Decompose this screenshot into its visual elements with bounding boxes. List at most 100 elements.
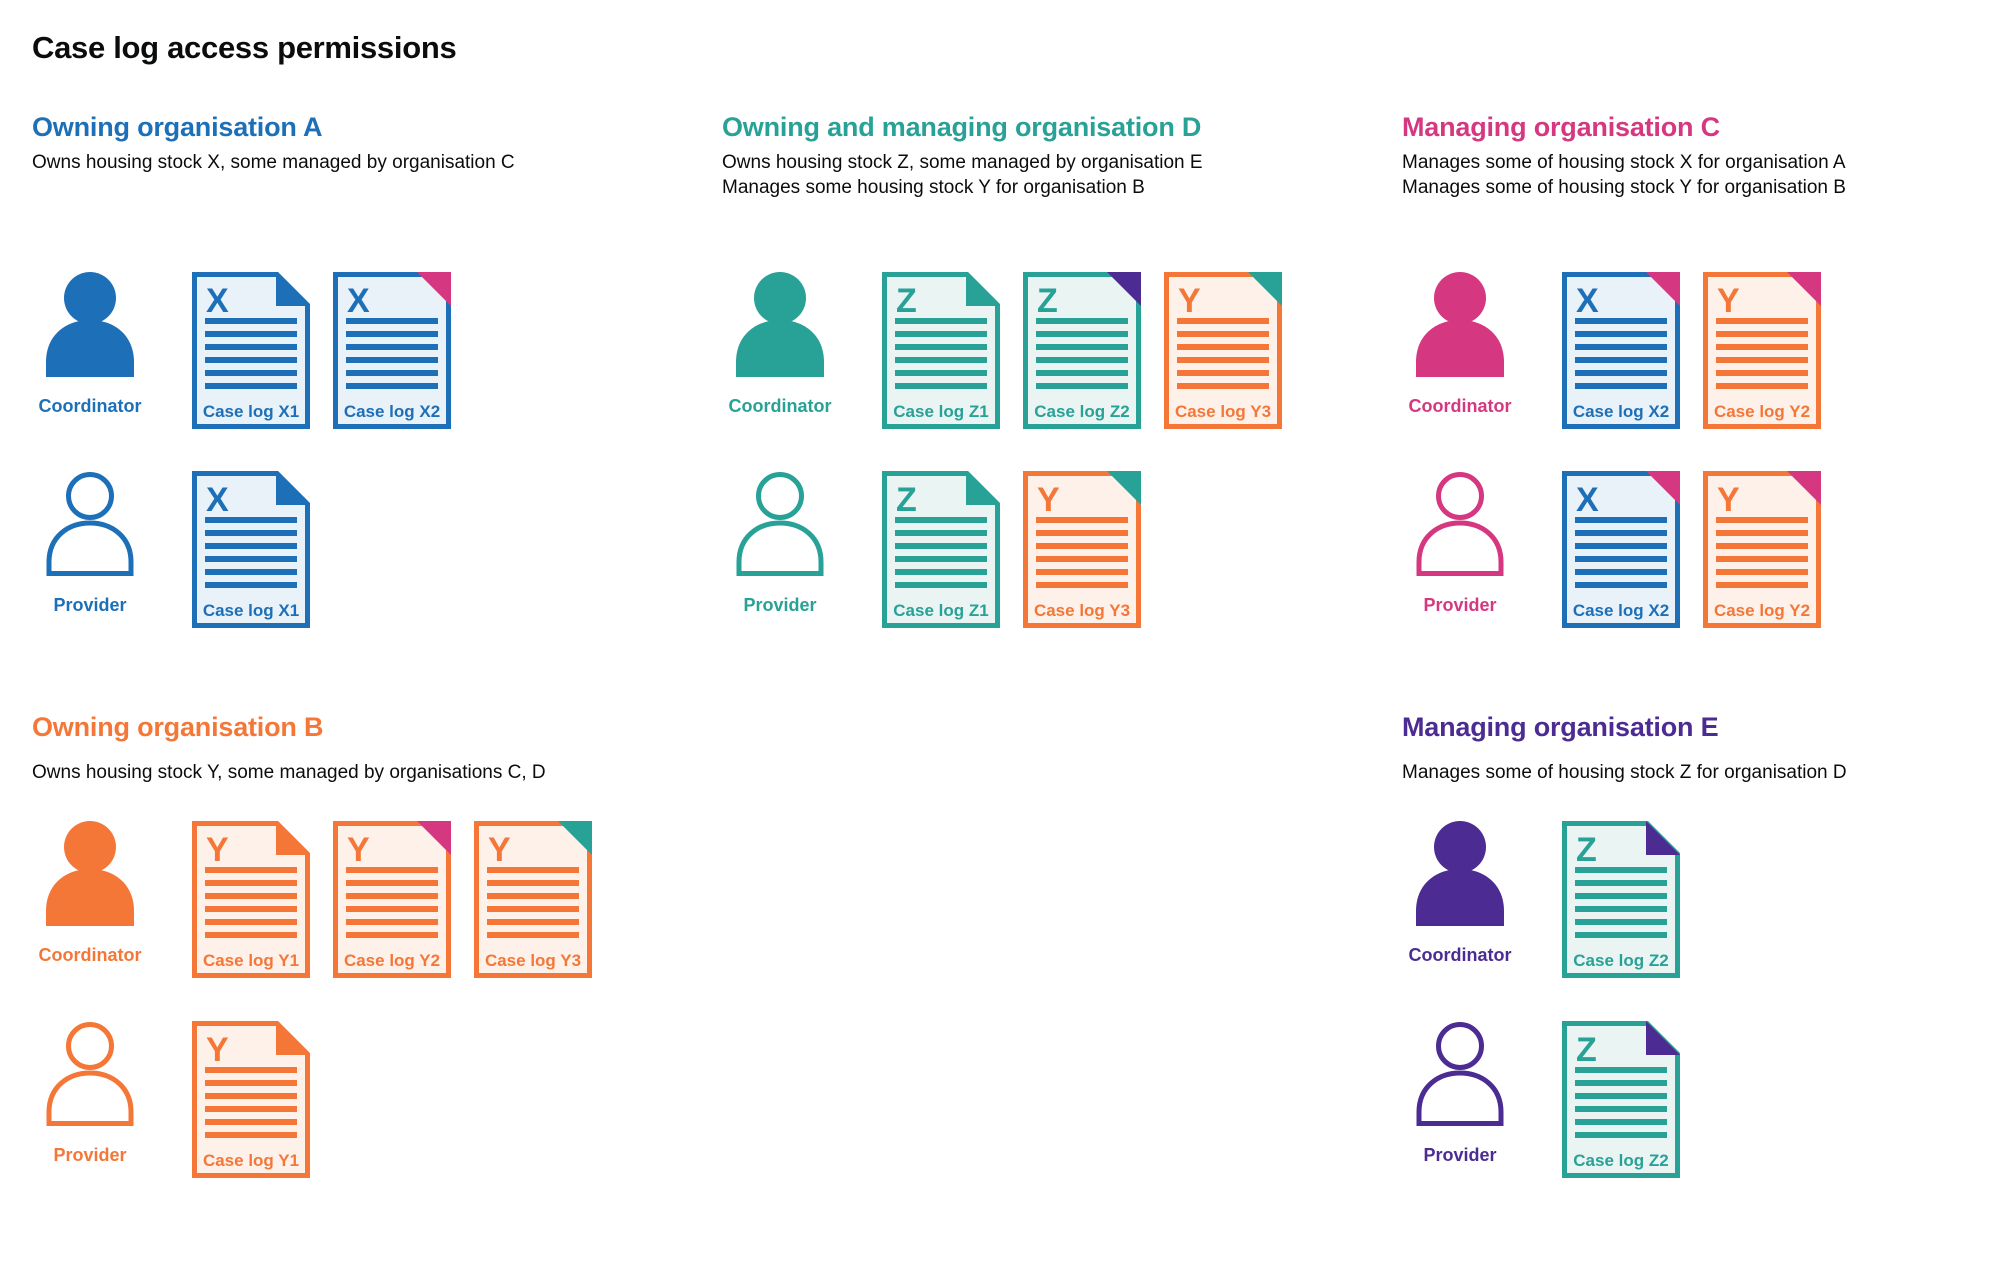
coordinator-row: Coordinator X Case log X2 Y Case log Y2 — [1402, 272, 2000, 432]
document-text-lines — [205, 867, 297, 938]
document-label: Case log Y3 — [1175, 402, 1271, 421]
coordinator-person-icon — [1416, 821, 1504, 926]
section-title: Owning organisation A — [32, 112, 323, 142]
provider-row: Provider Z Case log Z1 Y Case log Y3 — [722, 471, 1322, 631]
provider-row: Provider Y Case log Y1 — [32, 1021, 632, 1181]
case-log-document-icon: Z Case log Z2 — [1562, 821, 1680, 978]
provider-person-icon — [46, 472, 134, 576]
document-text-lines — [1036, 517, 1128, 588]
document-label: Case log Y1 — [203, 1151, 299, 1170]
coordinator-block: Coordinator — [729, 272, 832, 416]
case-log-document-icon: Y Case log Y1 — [192, 821, 310, 978]
section-description: Owns housing stock Y, some managed by or… — [32, 760, 546, 785]
case-log-document-icon: Y Case log Y2 — [333, 821, 451, 978]
coordinator-person-icon — [1416, 272, 1504, 377]
document-label: Case log Y2 — [344, 951, 440, 970]
case-log-document-icon: Y Case log Y2 — [1703, 272, 1821, 429]
document-fold-icon — [276, 1021, 310, 1055]
document-text-lines — [205, 517, 297, 588]
document-letter: Y — [1037, 481, 1060, 519]
case-log-document-icon: Z Case log Z1 — [882, 471, 1000, 628]
document-text-lines — [1177, 318, 1269, 389]
document-label: Case log Z1 — [893, 601, 988, 620]
case-log-document-icon: X Case log X1 — [192, 272, 310, 429]
provider-row: Provider Z Case log Z2 — [1402, 1021, 2000, 1181]
provider-label: Provider — [1423, 1145, 1497, 1165]
coordinator-block: Coordinator — [39, 821, 142, 965]
section-description: Manages some of housing stock Z for orga… — [1402, 760, 1847, 785]
document-label: Case log X2 — [1573, 402, 1669, 421]
document-letter: Y — [488, 831, 511, 869]
coordinator-label: Coordinator — [1408, 945, 1512, 965]
document-label: Case log X2 — [344, 402, 440, 421]
document-label: Case log Y2 — [1714, 402, 1810, 421]
document-label: Case log Y1 — [203, 951, 299, 970]
coordinator-row: Coordinator Z Case log Z1 Z Case log Z2 Y Case… — [722, 272, 1322, 432]
document-fold-icon — [417, 821, 451, 855]
document-text-lines — [346, 318, 438, 389]
document-text-lines — [487, 867, 579, 938]
coordinator-person-icon — [46, 821, 134, 926]
document-letter: Z — [896, 282, 917, 320]
document-letter: Z — [1037, 282, 1058, 320]
document-text-lines — [1036, 318, 1128, 389]
case-log-document: Y Case log Y3 — [1164, 272, 1282, 429]
case-log-document: Y Case log Y1 — [192, 1021, 310, 1178]
document-fold-icon — [1646, 272, 1680, 306]
provider-block: Provider — [40, 1021, 140, 1165]
document-fold-icon — [1248, 272, 1282, 306]
case-log-document: Z Case log Z2 — [1023, 272, 1141, 429]
case-log-document: Z Case log Z1 — [882, 471, 1000, 628]
document-fold-icon — [1646, 821, 1680, 855]
document-fold-icon — [276, 272, 310, 306]
document-letter: X — [206, 282, 229, 320]
document-fold-icon — [558, 821, 592, 855]
section-description-line: Manages some of housing stock Z for orga… — [1402, 762, 1847, 783]
document-fold-icon — [417, 272, 451, 306]
section-description-line: Owns housing stock X, some managed by or… — [32, 152, 515, 173]
document-letter: X — [347, 282, 370, 320]
case-log-document-icon: X Case log X2 — [333, 272, 451, 429]
document-label: Case log Z1 — [893, 402, 988, 421]
case-log-document-icon: Y Case log Y1 — [192, 1021, 310, 1178]
case-log-document-icon: Y Case log Y3 — [1164, 272, 1282, 429]
provider-person-icon — [736, 472, 824, 576]
document-fold-icon — [276, 471, 310, 505]
document-fold-icon — [1646, 1021, 1680, 1055]
document-fold-icon — [1646, 471, 1680, 505]
document-label: Case log X2 — [1573, 601, 1669, 620]
coordinator-block: Coordinator — [1409, 272, 1512, 416]
document-letter: Y — [206, 1031, 229, 1069]
document-text-lines — [895, 517, 987, 588]
document-letter: Y — [206, 831, 229, 869]
section-description: Manages some of housing stock X for orga… — [1402, 150, 1846, 200]
document-text-lines — [1716, 318, 1808, 389]
case-log-document: Y Case log Y3 — [474, 821, 592, 978]
document-text-lines — [205, 318, 297, 389]
case-log-document: X Case log X2 — [1562, 471, 1680, 628]
section-description-line: Manages some of housing stock Y for orga… — [1402, 177, 1846, 198]
document-letter: X — [206, 481, 229, 519]
document-label: Case log Z2 — [1573, 1151, 1668, 1170]
coordinator-label: Coordinator — [728, 396, 832, 416]
case-log-document: X Case log X1 — [192, 471, 310, 628]
coordinator-label: Coordinator — [1408, 396, 1512, 416]
case-log-document-icon: X Case log X1 — [192, 471, 310, 628]
document-fold-icon — [1107, 272, 1141, 306]
document-fold-icon — [276, 821, 310, 855]
case-log-document-icon: X Case log X2 — [1562, 272, 1680, 429]
case-log-document: Z Case log Z2 — [1562, 821, 1680, 978]
document-letter: Y — [1717, 481, 1740, 519]
section-title: Owning and managing organisation D — [722, 112, 1202, 142]
provider-block: Provider — [40, 471, 140, 615]
case-log-document: X Case log X1 — [192, 272, 310, 429]
case-log-document-icon: Y Case log Y3 — [1023, 471, 1141, 628]
case-log-document-icon: Z Case log Z2 — [1023, 272, 1141, 429]
provider-label: Provider — [1423, 595, 1497, 615]
document-letter: Z — [896, 481, 917, 519]
document-label: Case log Z2 — [1034, 402, 1129, 421]
coordinator-row: Coordinator Z Case log Z2 — [1402, 821, 2000, 981]
coordinator-person-icon — [46, 272, 134, 377]
document-text-lines — [1575, 1067, 1667, 1138]
document-letter: Z — [1576, 1031, 1597, 1069]
